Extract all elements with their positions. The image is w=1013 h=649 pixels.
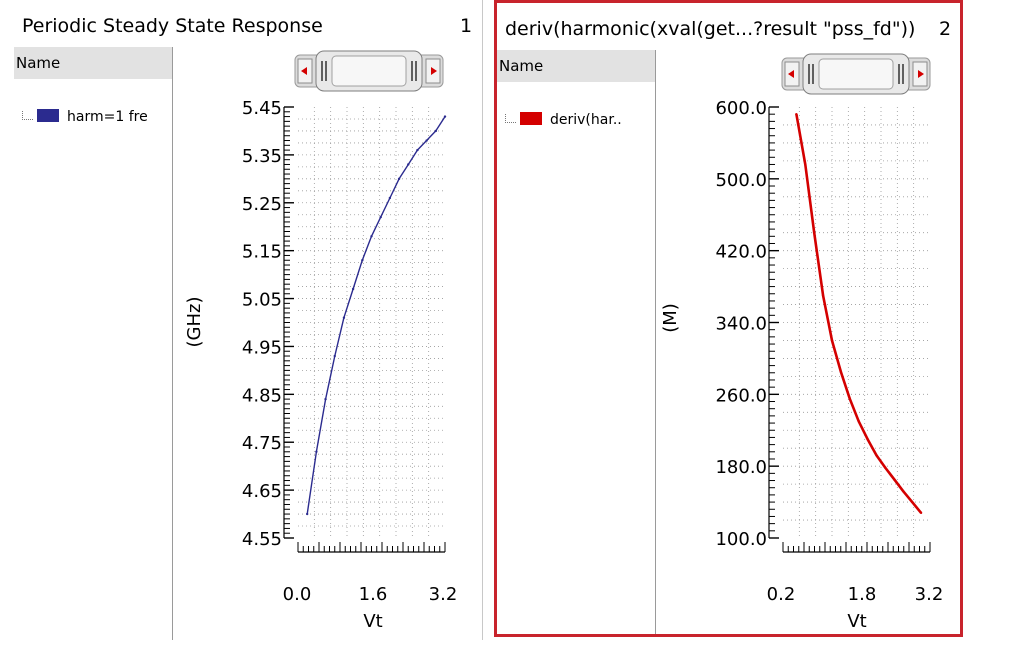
data-point bbox=[315, 450, 318, 453]
tree-connector-icon bbox=[505, 114, 516, 123]
y-tick-label: 4.65 bbox=[242, 481, 282, 502]
data-point bbox=[443, 115, 447, 118]
panel-title: Periodic Steady State Response bbox=[22, 15, 323, 37]
data-point bbox=[388, 196, 392, 200]
legend-pane: Name deriv(har.. bbox=[497, 50, 656, 634]
data-point bbox=[821, 294, 825, 297]
x-axis-label: Vt bbox=[363, 611, 382, 632]
x-axis-label: Vt bbox=[847, 611, 866, 632]
y-tick-label: 4.55 bbox=[242, 529, 282, 550]
y-axis-label: (GHz) bbox=[184, 297, 205, 348]
name-column-header[interactable]: Name bbox=[497, 50, 655, 82]
data-point bbox=[333, 354, 336, 358]
data-point bbox=[434, 129, 438, 133]
panel-title: deriv(harmonic(xval(get...?result "pss_f… bbox=[505, 18, 916, 40]
x-tick-label: 0.2 bbox=[767, 584, 796, 605]
plot-panel-1[interactable]: Periodic Steady State Response 1 Name ha… bbox=[0, 0, 483, 640]
y-tick-label: 5.45 bbox=[242, 98, 282, 119]
data-point bbox=[416, 148, 419, 152]
data-point bbox=[397, 177, 401, 181]
legend-label: harm=1 fre bbox=[67, 109, 148, 125]
data-point bbox=[361, 259, 364, 262]
x-tick-label: 3.2 bbox=[915, 584, 944, 605]
data-point bbox=[875, 454, 878, 457]
tree-connector-icon bbox=[22, 111, 33, 120]
x-tick-label: 1.8 bbox=[848, 584, 877, 605]
y-tick-label: 260.0 bbox=[715, 385, 767, 406]
y-tick-label: 500.0 bbox=[715, 170, 767, 191]
series-line[interactable] bbox=[306, 116, 446, 515]
data-point bbox=[324, 397, 327, 401]
panel-number: 1 bbox=[460, 15, 473, 37]
data-point bbox=[795, 112, 798, 116]
y-tick-label: 4.75 bbox=[242, 433, 282, 454]
plot-panel-2[interactable]: deriv(harmonic(xval(get...?result "pss_f… bbox=[494, 0, 963, 637]
y-tick-label: 5.35 bbox=[242, 146, 282, 167]
y-tick-label: 5.25 bbox=[242, 194, 282, 215]
data-point bbox=[804, 163, 807, 166]
y-tick-label: 4.95 bbox=[242, 337, 282, 358]
y-tick-label: 600.0 bbox=[715, 98, 767, 119]
y-tick-label: 4.85 bbox=[242, 385, 282, 406]
y-axis-label: (M) bbox=[660, 303, 681, 333]
data-point bbox=[902, 490, 905, 493]
legend-item-harm1[interactable]: harm=1 fre bbox=[22, 108, 148, 125]
legend-pane: Name harm=1 fre bbox=[14, 47, 173, 640]
data-point bbox=[857, 420, 860, 423]
data-point bbox=[305, 512, 309, 516]
data-point bbox=[351, 287, 355, 291]
y-tick-label: 340.0 bbox=[715, 314, 767, 335]
x-tick-label: 3.2 bbox=[429, 584, 458, 605]
zoom-scroller[interactable] bbox=[294, 49, 444, 93]
series-color-swatch bbox=[520, 111, 542, 125]
data-point bbox=[919, 511, 923, 515]
data-point bbox=[812, 231, 816, 234]
x-tick-label: 1.6 bbox=[359, 584, 388, 605]
y-tick-label: 180.0 bbox=[715, 457, 767, 478]
data-point bbox=[910, 500, 914, 504]
name-column-header[interactable]: Name bbox=[14, 47, 172, 79]
x-tick-label: 0.0 bbox=[283, 584, 312, 605]
legend-label: deriv(har.. bbox=[550, 112, 622, 128]
y-tick-label: 5.15 bbox=[242, 242, 282, 263]
data-point bbox=[342, 316, 346, 319]
data-point bbox=[379, 215, 382, 219]
series-line[interactable] bbox=[795, 113, 923, 514]
legend-item-deriv[interactable]: deriv(har.. bbox=[505, 111, 622, 128]
data-point bbox=[425, 139, 428, 142]
series-color-swatch bbox=[37, 108, 59, 122]
panel-number: 2 bbox=[939, 18, 952, 40]
data-point bbox=[839, 370, 843, 374]
data-point bbox=[866, 438, 869, 441]
data-point bbox=[370, 235, 373, 238]
y-tick-label: 420.0 bbox=[715, 242, 767, 263]
y-tick-label: 100.0 bbox=[715, 529, 767, 550]
y-tick-label: 5.05 bbox=[242, 290, 282, 311]
zoom-scroller[interactable] bbox=[781, 52, 931, 96]
data-point bbox=[884, 466, 887, 470]
data-point bbox=[830, 339, 834, 342]
data-point bbox=[407, 163, 410, 166]
data-point bbox=[893, 478, 896, 481]
data-point bbox=[848, 397, 852, 401]
